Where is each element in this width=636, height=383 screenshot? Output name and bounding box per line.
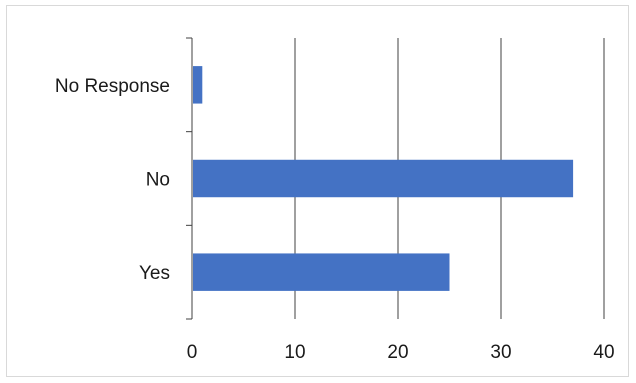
bar-no <box>193 159 574 198</box>
y-tick-label: Yes <box>139 263 170 284</box>
y-axis <box>186 37 193 320</box>
x-tick-label: 30 <box>490 342 511 363</box>
bar-yes <box>193 253 450 291</box>
bar-no-response <box>193 66 203 104</box>
bars <box>193 66 574 291</box>
y-tick-label: No <box>146 170 170 191</box>
y-tick-label: No Response <box>55 76 170 97</box>
x-tick-label: 40 <box>593 342 614 363</box>
x-tick-label: 10 <box>284 342 305 363</box>
x-tick-label: 20 <box>387 342 408 363</box>
x-tick-label: 0 <box>187 342 198 363</box>
tick-labels: 0 10 20 30 40 No Response No Yes <box>55 76 615 363</box>
